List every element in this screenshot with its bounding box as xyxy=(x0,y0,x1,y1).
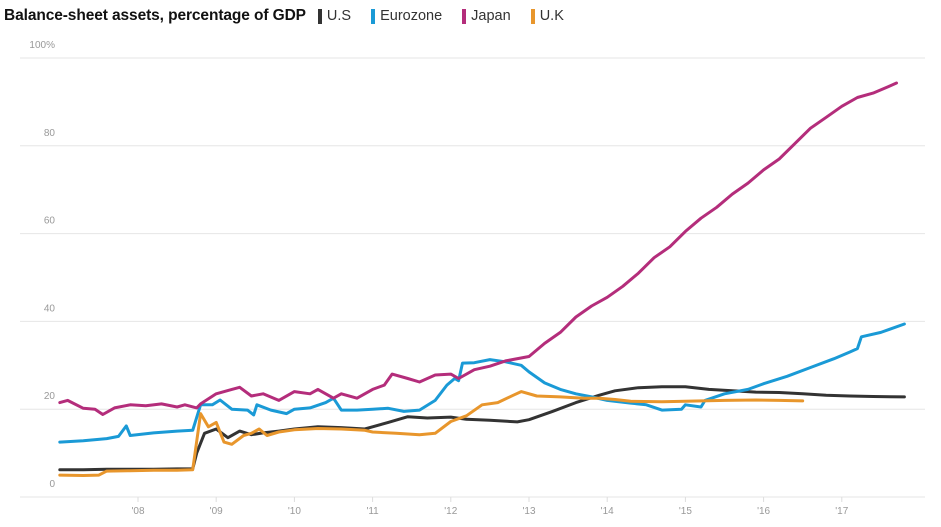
legend-swatch-japan xyxy=(462,8,467,24)
legend-swatch-us xyxy=(317,8,322,24)
series-line-japan xyxy=(58,81,898,416)
legend-swatch-eurozone xyxy=(371,8,376,24)
x-tick-label: '15 xyxy=(679,506,692,517)
legend-item-us[interactable]: U.S xyxy=(317,8,352,24)
y-tick-label: 100% xyxy=(29,40,55,51)
series-lines xyxy=(58,81,906,477)
legend-label-japan: Japan xyxy=(471,8,511,24)
x-tick-label: '09 xyxy=(210,506,223,517)
legend-label-uk: U.K xyxy=(539,8,564,24)
chart-title: Balance-sheet assets, percentage of GDP xyxy=(4,7,306,24)
x-tick-label: '17 xyxy=(835,506,848,517)
legend-item-japan[interactable]: Japan xyxy=(462,8,511,24)
y-tick-label: 60 xyxy=(44,216,56,227)
y-tick-label: 40 xyxy=(44,303,56,314)
y-axis: 0 20 40 60 80 100% xyxy=(29,40,55,490)
series-line-us xyxy=(58,385,906,472)
x-tick-label: '12 xyxy=(444,506,457,517)
x-tick-label: '13 xyxy=(522,506,535,517)
legend-label-eurozone: Eurozone xyxy=(380,8,443,24)
series-line-uk xyxy=(58,390,805,477)
chart-header: Balance-sheet assets, percentage of GDP … xyxy=(4,5,584,27)
series-line-eurozone xyxy=(58,322,906,444)
x-tick-label: '14 xyxy=(601,506,614,517)
y-tick-label: 20 xyxy=(44,391,56,402)
gridlines xyxy=(20,57,925,498)
x-tick-label: '11 xyxy=(366,506,379,517)
x-tick-label: '08 xyxy=(131,506,144,517)
x-tick-label: '16 xyxy=(757,506,770,517)
legend-item-eurozone[interactable]: Eurozone xyxy=(371,8,442,24)
x-tick-label: '10 xyxy=(288,506,301,517)
x-axis: '08 '09 '10 '11 '12 '13 '14 '15 '16 '17 xyxy=(131,497,849,517)
y-tick-label: 0 xyxy=(49,479,55,490)
legend-label-us: U.S xyxy=(326,8,352,24)
y-tick-label: 80 xyxy=(44,128,56,139)
legend-item-uk[interactable]: U.K xyxy=(530,8,564,24)
legend-swatch-uk xyxy=(530,8,535,24)
